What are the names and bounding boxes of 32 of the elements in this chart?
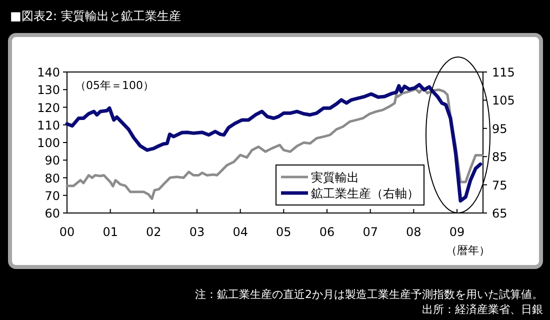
y2-tick-label: 65 xyxy=(492,206,508,220)
x-tick-label: 01 xyxy=(102,225,118,239)
y2-tick-label: 85 xyxy=(492,150,508,164)
x-axis-title: （暦年） xyxy=(446,244,490,257)
x-tick-label: 05 xyxy=(276,225,292,239)
y2-tick-label: 115 xyxy=(492,66,515,80)
y2-tick-label: 95 xyxy=(492,122,508,136)
annotation: （05年＝100） xyxy=(75,79,154,92)
y2-tick-label: 105 xyxy=(492,94,515,108)
x-tick-label: 08 xyxy=(406,225,422,239)
text: 出所：経済産業省、日銀 xyxy=(422,303,543,316)
chart-title: ■図表2: 実質輸出と鉱工業生産 xyxy=(10,9,181,23)
y-tick-label: 120 xyxy=(37,100,60,115)
y-tick-label: 70 xyxy=(44,188,60,203)
y-tick-label: 90 xyxy=(44,154,60,168)
x-tick-label: 09 xyxy=(449,225,465,239)
x-tick-label: 04 xyxy=(232,225,248,239)
y-tick-label: 130 xyxy=(37,83,60,98)
x-tick-label: 03 xyxy=(189,225,205,239)
y-tick-label: 140 xyxy=(37,66,60,80)
legend-label: 鉱工業生産（右軸） xyxy=(311,186,419,200)
x-tick-label: 00 xyxy=(59,225,75,239)
text: 注：鉱工業生産の直近2か月は製造工業生産予測指数を用いた試算値。 xyxy=(195,288,543,301)
legend-label: 実質輸出 xyxy=(311,170,359,184)
y-tick-label: 110 xyxy=(37,118,60,132)
y-tick-label: 80 xyxy=(44,171,60,186)
y-tick-label: 100 xyxy=(37,136,60,150)
x-tick-label: 07 xyxy=(362,225,378,239)
x-tick-label: 02 xyxy=(146,225,162,239)
x-tick-label: 06 xyxy=(319,225,335,239)
y-tick-label: 60 xyxy=(44,206,60,220)
y2-tick-label: 75 xyxy=(492,178,508,192)
